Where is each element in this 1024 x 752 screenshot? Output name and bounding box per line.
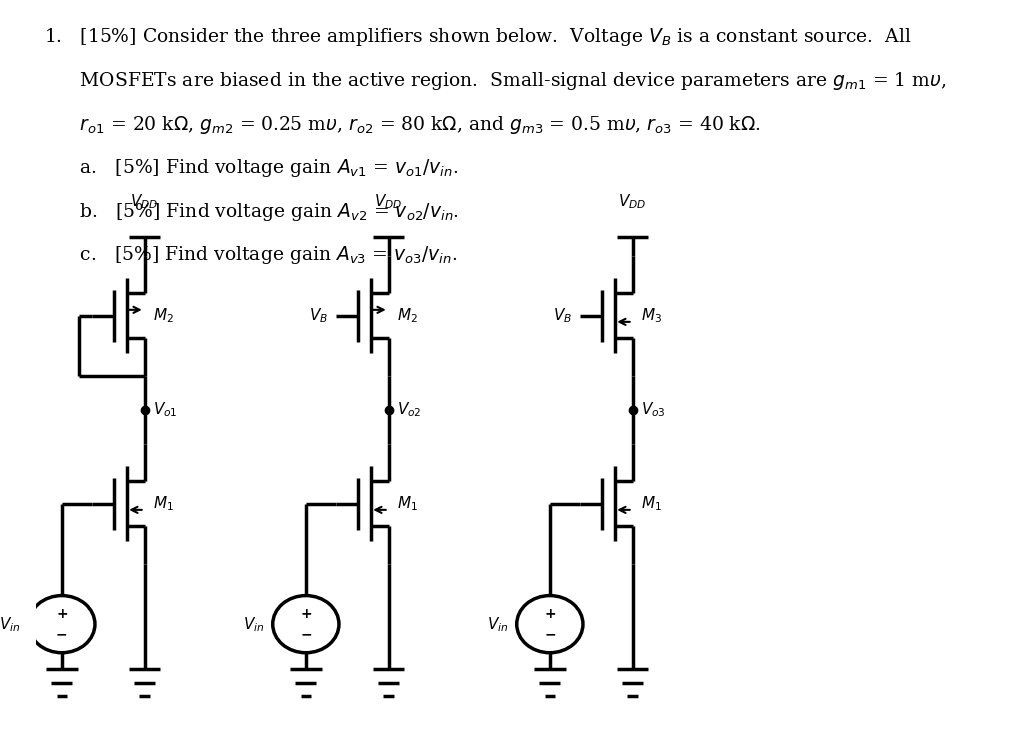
- Text: +: +: [56, 608, 68, 621]
- Text: −: −: [56, 627, 68, 641]
- Text: +: +: [544, 608, 556, 621]
- Text: $r_{o1}$ = 20 k$\Omega$, $g_{m2}$ = 0.25 m$\upsilon$, $r_{o2}$ = 80 k$\Omega$, a: $r_{o1}$ = 20 k$\Omega$, $g_{m2}$ = 0.25…: [44, 114, 761, 135]
- Text: −: −: [544, 627, 556, 641]
- Text: $V_{in}$: $V_{in}$: [243, 615, 264, 633]
- Text: $V_B$: $V_B$: [553, 307, 571, 325]
- Text: $M_1$: $M_1$: [397, 495, 418, 513]
- Text: a.   [5%] Find voltage gain $A_{v1}$ = $v_{o1}/v_{in}$.: a. [5%] Find voltage gain $A_{v1}$ = $v_…: [44, 157, 459, 179]
- Text: $V_B$: $V_B$: [308, 307, 328, 325]
- Text: $V_{in}$: $V_{in}$: [486, 615, 508, 633]
- Text: $V_{in}$: $V_{in}$: [0, 615, 20, 633]
- Text: $V_{o3}$: $V_{o3}$: [641, 401, 667, 419]
- Text: $V_{DD}$: $V_{DD}$: [130, 193, 159, 211]
- Text: $V_{DD}$: $V_{DD}$: [618, 193, 647, 211]
- Text: $M_1$: $M_1$: [641, 495, 663, 513]
- Text: $V_{o1}$: $V_{o1}$: [154, 401, 178, 419]
- Text: MOSFETs are biased in the active region.  Small-signal device parameters are $g_: MOSFETs are biased in the active region.…: [44, 70, 947, 92]
- Text: $V_{DD}$: $V_{DD}$: [375, 193, 402, 211]
- Text: $M_2$: $M_2$: [154, 307, 174, 325]
- Text: +: +: [300, 608, 311, 621]
- Text: $M_3$: $M_3$: [641, 307, 663, 325]
- Text: −: −: [300, 627, 311, 641]
- Text: c.   [5%] Find voltage gain $A_{v3}$ = $v_{o3}/v_{in}$.: c. [5%] Find voltage gain $A_{v3}$ = $v_…: [44, 244, 458, 266]
- Text: b.   [5%] Find voltage gain $A_{v2}$ = $v_{o2}/v_{in}$.: b. [5%] Find voltage gain $A_{v2}$ = $v_…: [44, 201, 460, 223]
- Text: 1.   [15%] Consider the three amplifiers shown below.  Voltage $V_B$ is a consta: 1. [15%] Consider the three amplifiers s…: [44, 26, 911, 48]
- Text: $M_2$: $M_2$: [397, 307, 418, 325]
- Text: $M_1$: $M_1$: [154, 495, 174, 513]
- Text: $V_{o2}$: $V_{o2}$: [397, 401, 422, 419]
